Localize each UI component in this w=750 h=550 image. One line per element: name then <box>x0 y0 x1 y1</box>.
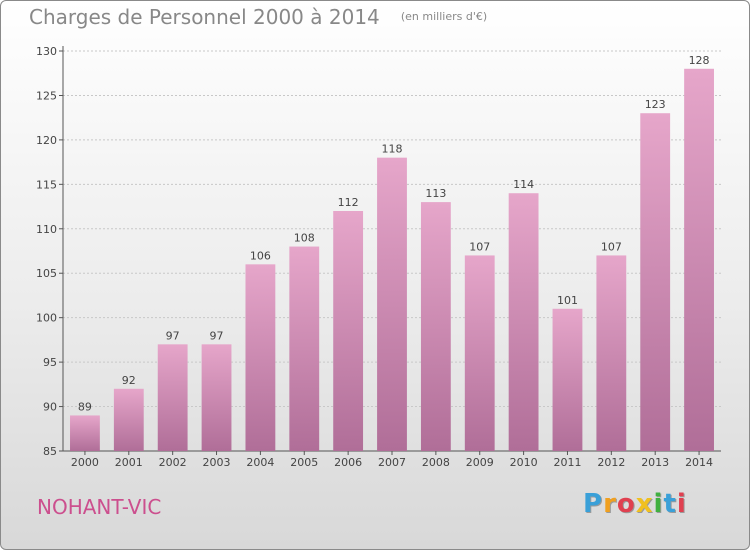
y-tick-label: 125 <box>36 89 57 102</box>
x-tick-label: 2003 <box>203 456 231 469</box>
bar <box>157 344 188 451</box>
x-tick-label: 2014 <box>685 456 713 469</box>
bar <box>596 255 627 451</box>
data-label: 106 <box>250 249 271 262</box>
logo-letter: x <box>635 489 654 519</box>
y-tick-label: 105 <box>36 267 57 280</box>
logo-letter: r <box>603 489 617 519</box>
y-tick-label: 95 <box>43 356 57 369</box>
data-label: 112 <box>338 196 359 209</box>
logo-letter: i <box>676 489 687 519</box>
data-label: 113 <box>425 187 446 200</box>
bar <box>420 202 451 451</box>
bar <box>333 211 364 451</box>
data-label: 101 <box>557 294 578 307</box>
bar <box>464 255 495 451</box>
data-label: 118 <box>382 143 403 156</box>
bar <box>684 68 714 452</box>
data-label: 92 <box>122 374 136 387</box>
x-tick-label: 2007 <box>378 456 406 469</box>
y-tick-label: 100 <box>36 312 57 325</box>
chart-subtitle: (en milliers d'€) <box>400 10 488 23</box>
bar <box>552 308 583 451</box>
bar <box>289 246 320 451</box>
proxiti-logo: Proxiti <box>583 489 687 519</box>
y-tick-label: 130 <box>36 45 57 58</box>
data-label: 97 <box>210 329 224 342</box>
bar <box>508 193 539 451</box>
x-tick-label: 2002 <box>159 456 187 469</box>
x-tick-label: 2013 <box>641 456 669 469</box>
y-tick-label: 115 <box>36 178 57 191</box>
data-label: 108 <box>294 232 315 245</box>
data-label: 128 <box>689 54 710 67</box>
y-tick-label: 120 <box>36 134 57 147</box>
logo-letter: P <box>583 489 604 519</box>
data-label: 89 <box>78 400 92 413</box>
bar <box>70 415 100 451</box>
bar <box>640 113 671 451</box>
bar <box>245 264 276 451</box>
data-label: 107 <box>601 240 622 253</box>
x-tick-label: 2010 <box>510 456 538 469</box>
x-tick-label: 2001 <box>115 456 143 469</box>
x-tick-label: 2011 <box>553 456 581 469</box>
data-label: 97 <box>166 329 180 342</box>
y-tick-label: 90 <box>43 401 57 414</box>
chart-title: Charges de Personnel 2000 à 2014 <box>29 5 380 29</box>
x-tick-label: 2008 <box>422 456 450 469</box>
x-tick-label: 2005 <box>290 456 318 469</box>
y-tick-label: 85 <box>43 445 57 458</box>
bars <box>70 68 714 452</box>
commune-name: NOHANT-VIC <box>37 495 162 519</box>
logo-letter: t <box>663 489 677 519</box>
logo-letter: o <box>616 489 636 519</box>
bar <box>201 344 232 451</box>
bar <box>113 388 144 451</box>
x-tick-label: 2000 <box>71 456 99 469</box>
x-tick-label: 2006 <box>334 456 362 469</box>
data-label: 114 <box>513 178 534 191</box>
logo-letter: i <box>653 489 664 519</box>
x-tick-label: 2009 <box>466 456 494 469</box>
title-row: Charges de Personnel 2000 à 2014 (en mil… <box>29 5 487 29</box>
y-tick-label: 110 <box>36 223 57 236</box>
x-tick-label: 2004 <box>246 456 274 469</box>
data-label: 107 <box>469 240 490 253</box>
bar <box>377 157 407 451</box>
data-label: 123 <box>645 98 666 111</box>
labels: 85 90 95 100 105 110 115 120 125 130 89 2000 92 2001 9… <box>36 45 713 469</box>
x-tick-label: 2012 <box>597 456 625 469</box>
